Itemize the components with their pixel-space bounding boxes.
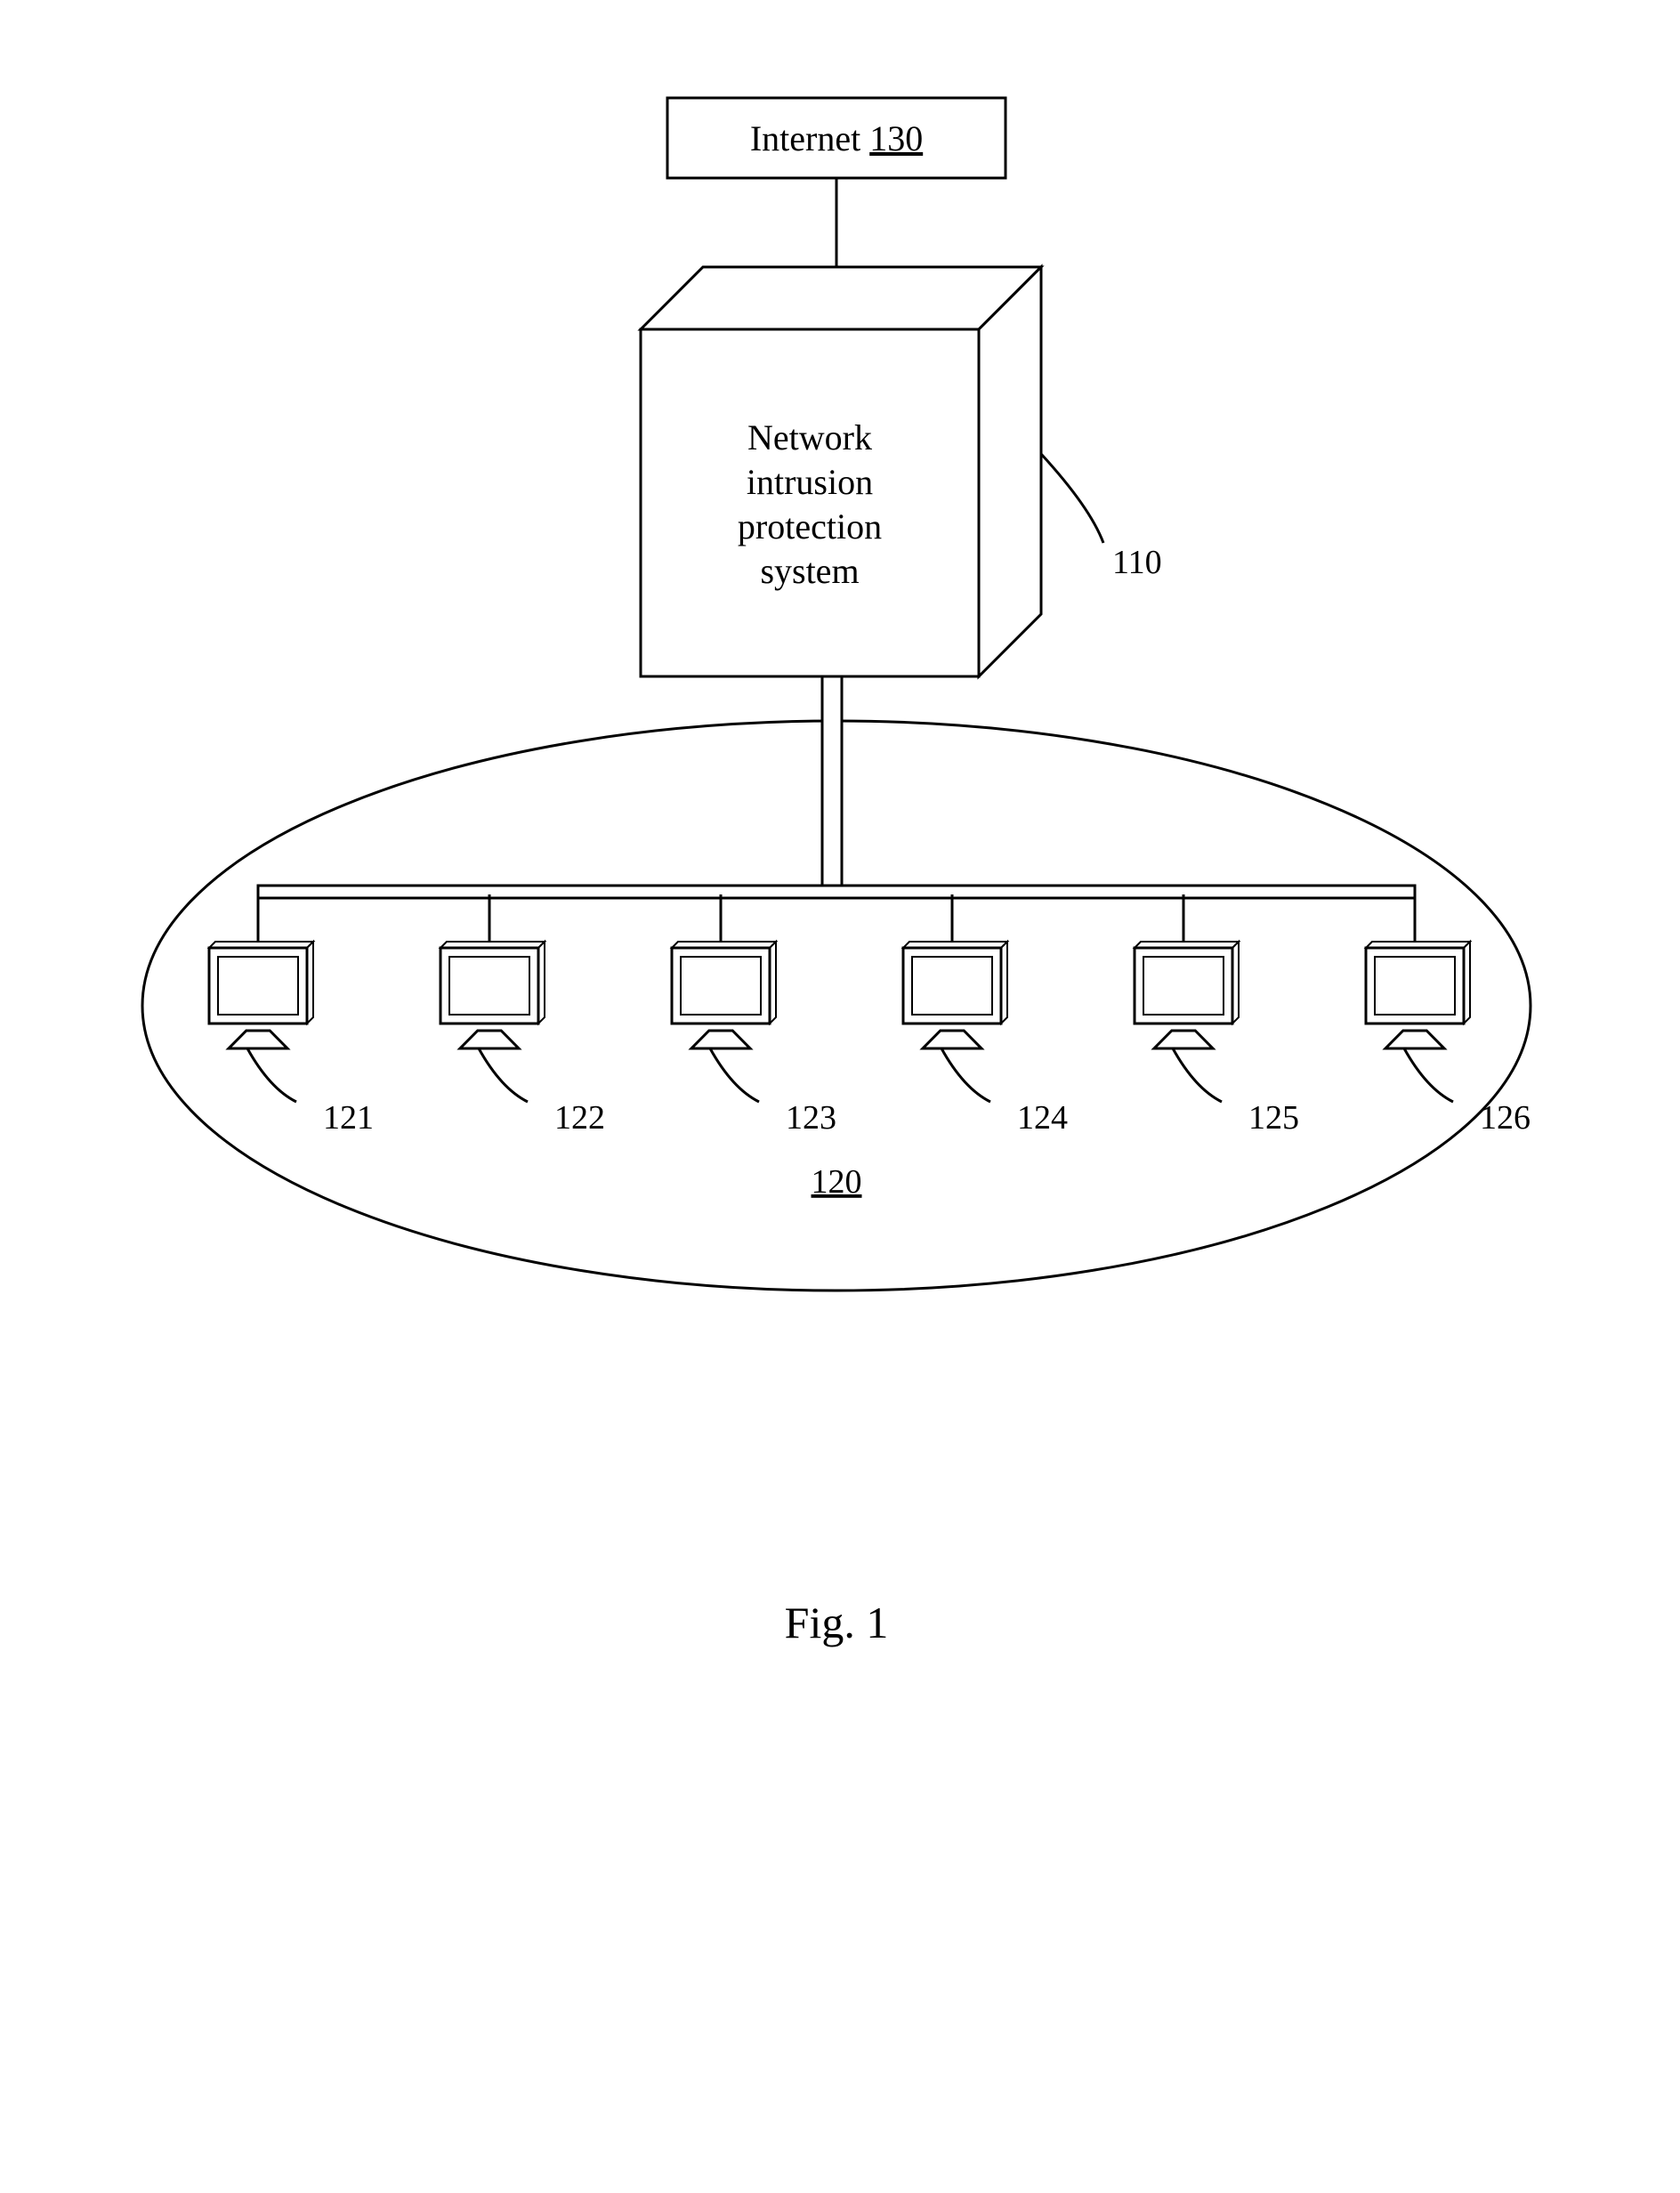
nips-text-line: Network [747,417,872,457]
nips-text-line: intrusion [747,462,873,502]
computer-ref: 124 [1017,1099,1068,1137]
computer-ref: 123 [786,1099,836,1137]
internet-ref: 130 [869,118,923,158]
computer-ref: 121 [323,1099,374,1137]
internet-box: Internet 130 [667,98,1006,178]
trunk-line [822,676,842,886]
computer-ref: 126 [1480,1099,1531,1137]
figure-caption: Fig. 1 [785,1598,889,1647]
bus-line [258,886,1415,898]
nips-text-line: protection [738,506,882,546]
internet-label: Internet 130 [750,118,923,158]
computer-ref: 125 [1248,1099,1299,1137]
nips-text-line: system [760,551,859,591]
computer-ref: 122 [554,1099,605,1137]
nips-ref: 110 [1112,544,1162,581]
lan-ref: 120 [812,1163,862,1201]
